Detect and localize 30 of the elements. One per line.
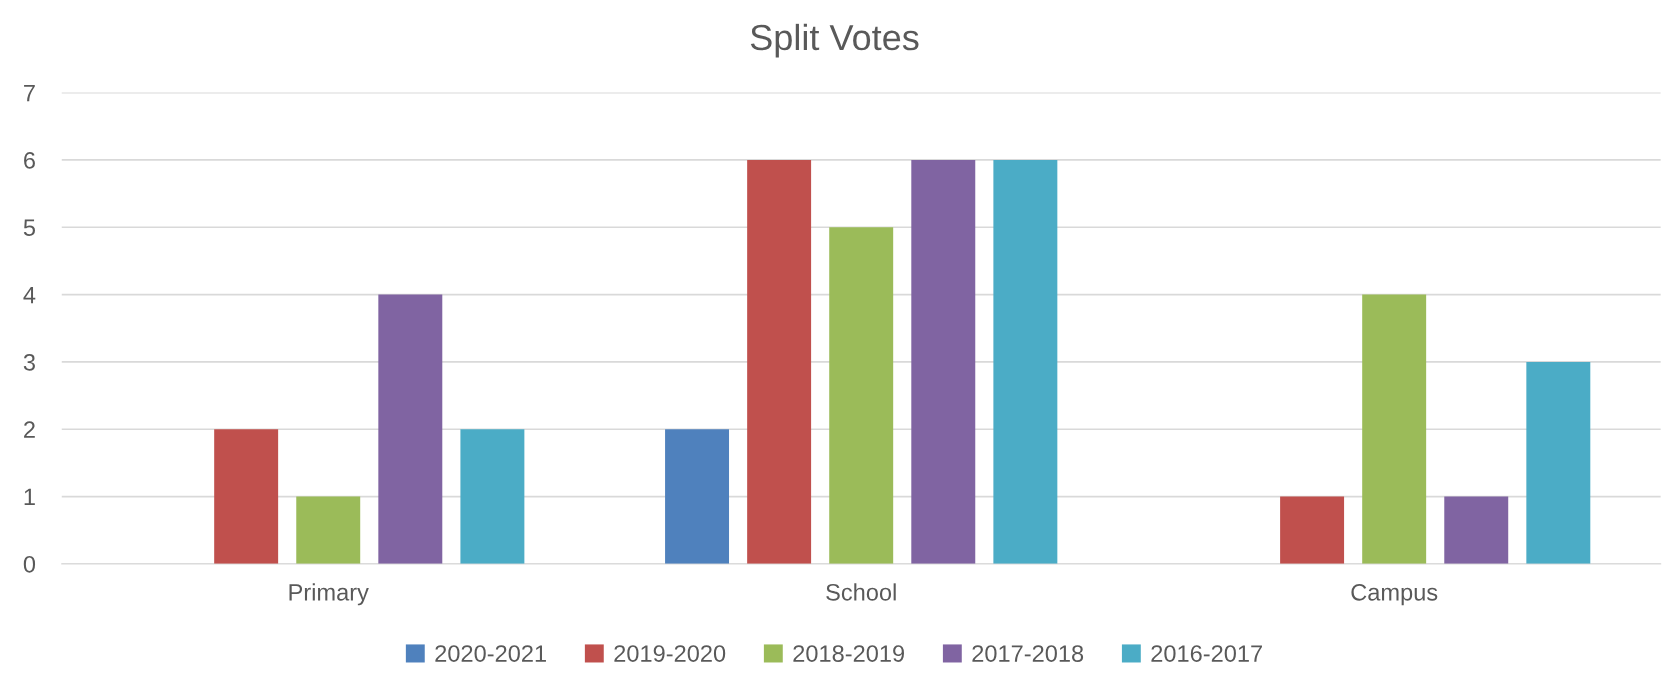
legend-label: 2020-2021 bbox=[435, 645, 546, 662]
bar bbox=[214, 429, 279, 564]
legend-label: 2018-2019 bbox=[793, 645, 905, 662]
y-tick-label: 3 bbox=[23, 353, 35, 371]
bar bbox=[460, 429, 525, 564]
bar bbox=[829, 227, 894, 564]
y-tick-label: 0 bbox=[23, 555, 36, 573]
legend-label: 2017-2018 bbox=[972, 645, 1084, 662]
y-tick-label: 2 bbox=[24, 421, 35, 438]
x-tick-label: School bbox=[826, 583, 896, 601]
y-tick-label: 5 bbox=[23, 219, 36, 237]
bar bbox=[1444, 496, 1509, 564]
x-tick-label: Campus bbox=[1351, 583, 1438, 606]
bar bbox=[378, 294, 443, 564]
bar bbox=[296, 496, 361, 564]
y-tick-label: 4 bbox=[23, 286, 36, 304]
y-tick-label: 1 bbox=[24, 488, 35, 506]
y-tick-label: 7 bbox=[24, 84, 35, 102]
bar bbox=[747, 159, 812, 564]
legend-label: 2019-2020 bbox=[614, 645, 726, 662]
x-tick-label: Primary bbox=[289, 583, 369, 606]
bar bbox=[665, 429, 730, 564]
bar bbox=[1526, 361, 1591, 564]
bar bbox=[1362, 294, 1427, 564]
chart-title: Split Votes bbox=[750, 23, 919, 58]
bar bbox=[1280, 496, 1345, 564]
bar bbox=[911, 159, 976, 564]
y-tick-label: 6 bbox=[24, 152, 35, 169]
bar bbox=[993, 159, 1058, 564]
legend-label: 2016-2017 bbox=[1151, 645, 1262, 662]
